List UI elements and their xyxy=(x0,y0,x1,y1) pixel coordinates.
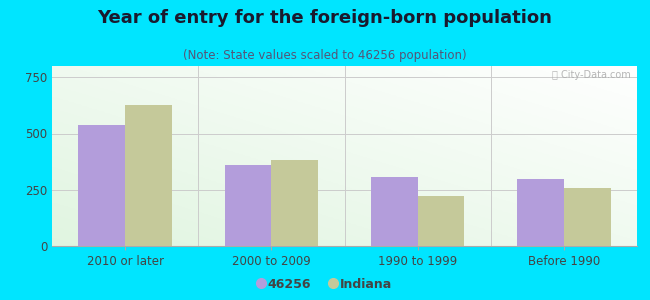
Bar xyxy=(125,105,172,246)
Bar xyxy=(517,178,564,246)
Bar xyxy=(272,160,318,246)
Text: Year of entry for the foreign-born population: Year of entry for the foreign-born popul… xyxy=(98,9,552,27)
Text: (Note: State values scaled to 46256 population): (Note: State values scaled to 46256 popu… xyxy=(183,50,467,62)
Text: Ⓢ City-Data.com: Ⓢ City-Data.com xyxy=(552,70,631,80)
Bar xyxy=(417,196,464,246)
Bar xyxy=(78,124,125,246)
Bar xyxy=(225,165,272,246)
Bar xyxy=(564,188,610,246)
Bar xyxy=(371,177,417,246)
Legend: 46256, Indiana: 46256, Indiana xyxy=(255,276,395,294)
